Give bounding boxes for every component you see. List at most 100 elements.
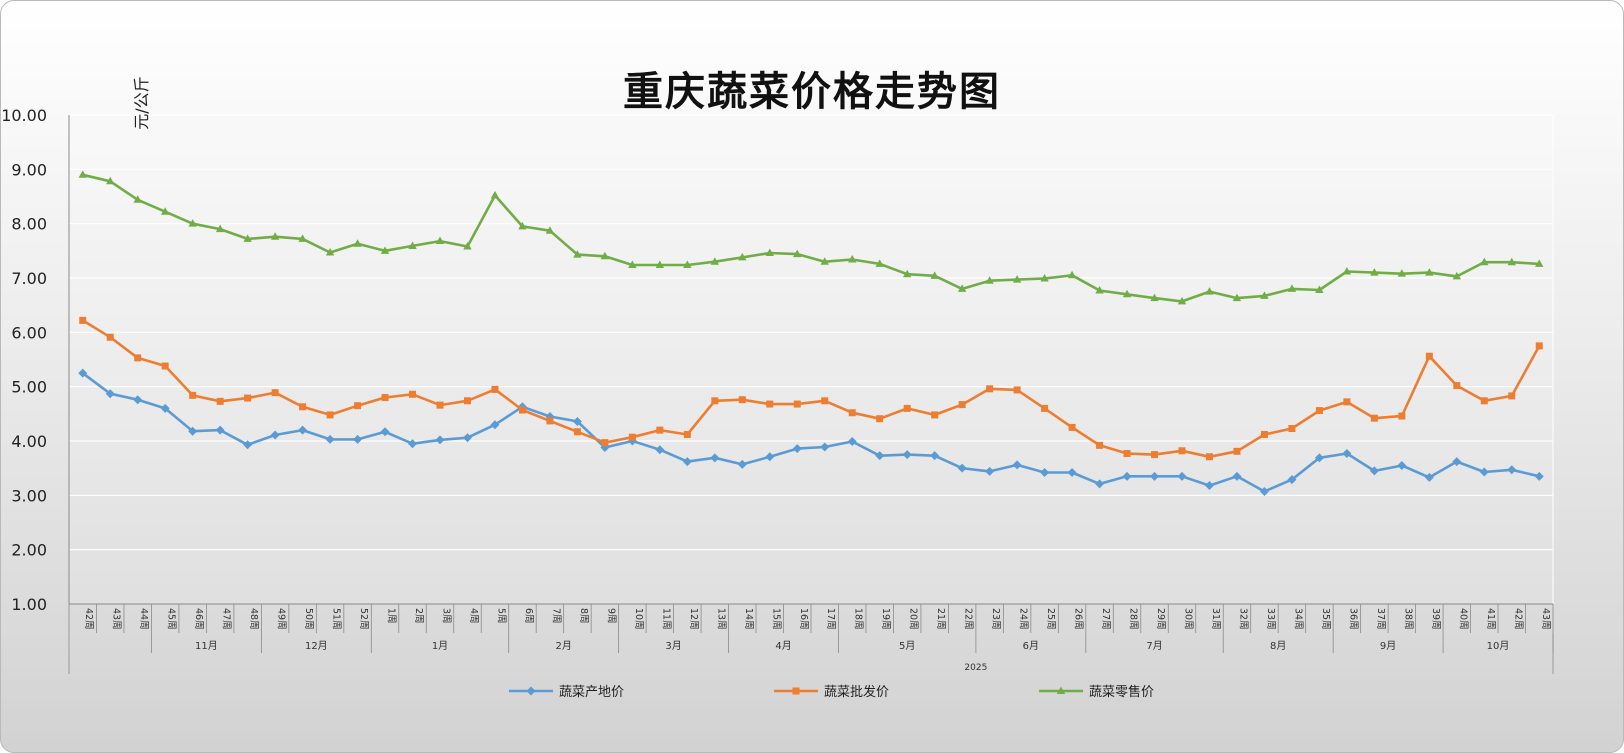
series-marker-square [134,354,142,362]
x-tick-label: 49周 [276,608,287,630]
month-label: 12月 [305,640,328,652]
series-marker-square [821,397,829,405]
series-marker-triangle [133,195,142,203]
series-marker-triangle [930,271,939,279]
x-tick-label: 4周 [468,608,479,624]
x-tick-label: 38周 [1402,608,1413,630]
x-tick-label: 9周 [605,608,616,624]
x-tick-label: 40周 [1457,608,1468,630]
x-tick-label: 18周 [853,608,864,630]
series-marker-square [1041,404,1049,412]
series-marker-triangle [1315,285,1324,293]
series-marker-triangle [1397,269,1407,277]
series-marker-diamond [1397,460,1407,470]
x-tick-label: 44周 [138,608,149,630]
x-tick-label: 2周 [413,608,424,624]
series-marker-triangle [875,259,884,267]
x-tick-label: 48周 [248,608,259,630]
x-tick-label: 46周 [193,608,204,630]
series-marker-square [1535,342,1543,350]
series-marker-diamond [1452,457,1462,467]
series-marker-square [216,397,224,405]
series-marker-square [958,401,966,409]
month-label: 4月 [775,640,791,652]
month-label: 10月 [1487,640,1510,652]
series-marker-triangle [683,260,692,268]
x-tick-label: 11周 [660,608,671,630]
series-marker-square [299,403,307,411]
y-tick-label: 8.00 [11,215,47,234]
y-tick-label: 10.00 [1,106,47,125]
series-marker-square [628,433,636,441]
y-tick-label: 1.00 [11,595,47,614]
series-marker-diamond [1369,466,1379,476]
series-marker-triangle [1425,268,1434,276]
x-tick-label: 32周 [1237,608,1248,630]
series-marker-diamond [957,463,967,473]
series-marker-square [792,687,800,695]
x-tick-label: 29周 [1155,608,1166,630]
series-marker-diamond [1314,453,1324,463]
series-marker-triangle [1287,284,1297,292]
y-tick-label: 4.00 [11,432,47,451]
series-marker-square [1398,412,1406,420]
x-tick-label: 52周 [358,608,369,630]
series-marker-diamond [298,425,308,435]
x-tick-label: 28周 [1128,608,1139,630]
plot-area [69,115,1553,604]
x-tick-label: 25周 [1045,608,1056,630]
series-marker-square [1288,425,1296,433]
x-tick-label: 31周 [1210,608,1221,630]
x-tick-label: 6周 [523,608,534,624]
x-tick-label: 41周 [1485,608,1496,630]
series-marker-triangle [1095,285,1104,294]
series-line [81,319,1541,459]
legend-label: 蔬菜零售价 [1089,684,1154,700]
series-marker-square [683,430,691,438]
series-marker-triangle [655,260,665,268]
month-label: 5月 [899,640,915,652]
series-marker-square [1096,441,1104,449]
series-marker-triangle [1507,257,1516,266]
series-marker-diamond [435,435,445,445]
series-marker-square [326,411,334,419]
series-marker-diamond [1424,472,1434,482]
series-marker-diamond [1177,471,1187,481]
series-marker-triangle [1177,296,1187,305]
series-marker-triangle [1535,259,1544,267]
series-marker-square [189,391,197,399]
series-marker-diamond [792,444,802,454]
y-tick-label: 6.00 [11,323,47,342]
series-marker-triangle [1232,293,1242,302]
series-marker-square [738,396,746,404]
series-marker-square [1178,447,1186,455]
series-marker-triangle [1150,293,1159,302]
series-marker-diamond [930,451,940,461]
series-marker-square [546,417,554,425]
x-tick-label: 5周 [495,608,506,624]
series-marker-square [1508,392,1516,400]
series-marker-triangle [298,234,307,242]
series-marker-diamond [655,445,665,455]
series-marker-triangle [985,276,994,284]
series-marker-diamond [1095,479,1105,489]
series-marker-diamond [820,442,830,452]
series-marker-square [656,426,664,434]
series-marker-triangle [78,170,87,178]
x-tick-label: 16周 [798,608,809,630]
month-label: 1月 [432,640,448,652]
series-marker-diamond [133,395,143,405]
series-marker-square [409,390,417,398]
series-marker-square [876,415,884,423]
x-tick-label: 23周 [990,608,1001,630]
series-marker-triangle [1480,257,1489,266]
month-label: 9月 [1380,640,1396,652]
series-marker-triangle [793,249,802,258]
series-marker-triangle [270,232,280,240]
series-marker-diamond [78,368,88,378]
series-marker-square [986,385,994,393]
x-tick-label: 51周 [331,608,342,630]
x-tick-label: 34周 [1292,608,1303,630]
series-marker-diamond [572,416,582,426]
series-marker-diamond [243,440,253,450]
